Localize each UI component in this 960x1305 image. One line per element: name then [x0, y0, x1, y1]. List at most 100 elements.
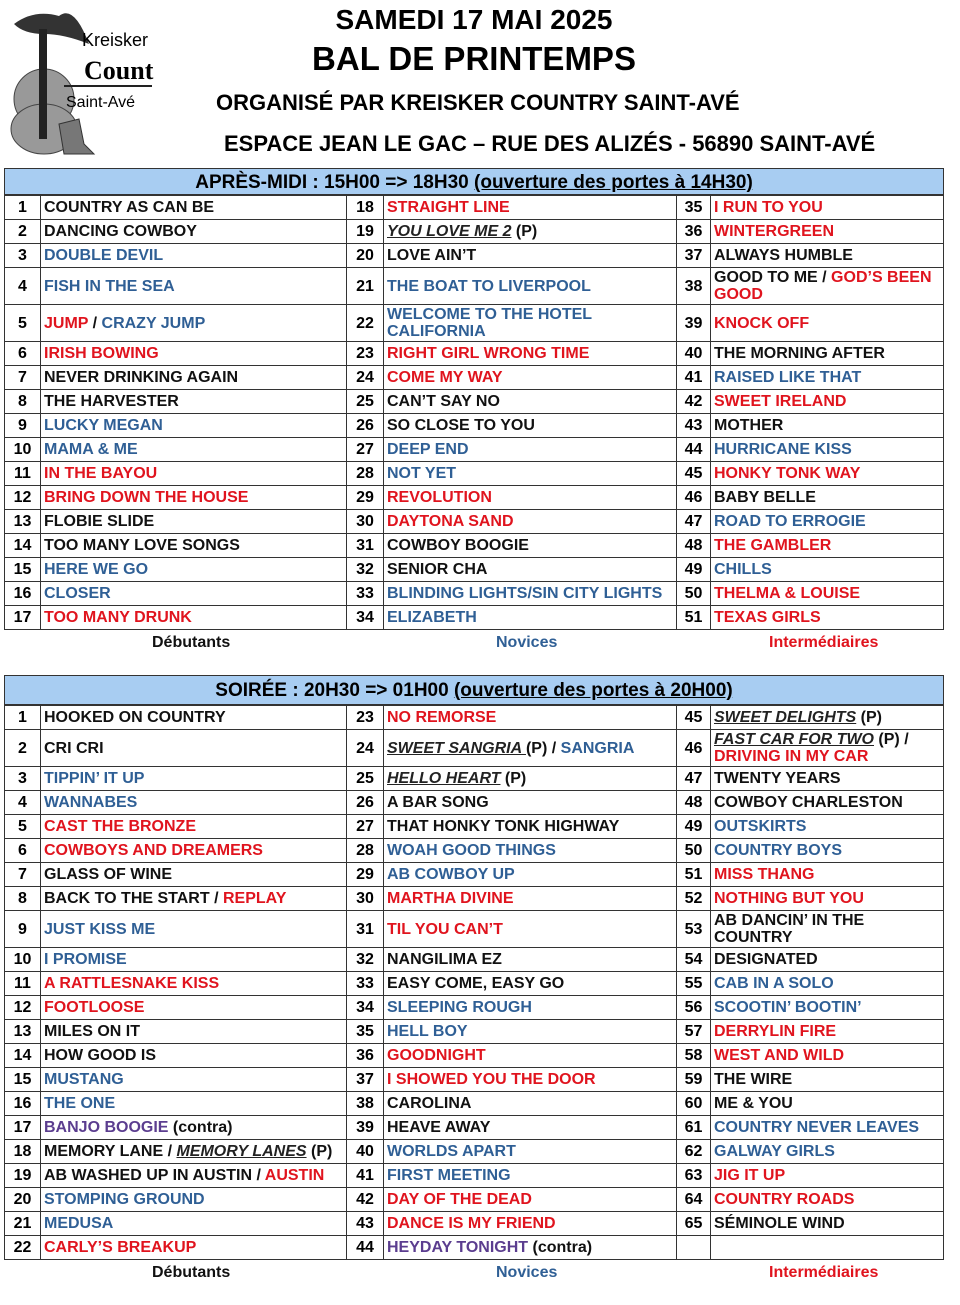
title-segment: THE MORNING AFTER: [714, 345, 885, 362]
title-segment: CHILLS: [714, 561, 772, 578]
dance-number: 24: [346, 365, 384, 390]
title-segment: COWBOY CHARLESTON: [714, 794, 903, 811]
title-segment: GOODNIGHT: [387, 1047, 486, 1064]
dance-title: TOO MANY DRUNK: [40, 605, 347, 630]
title-segment: (P): [306, 1143, 333, 1160]
table-row: 12 FOOTLOOSE 34 SLEEPING ROUGH 56 SCOOTIN’ BO…: [4, 995, 944, 1020]
dance-title: CAN’T SAY NO: [383, 389, 677, 414]
level-legend: Débutants Novices Intermédiaires: [4, 630, 944, 654]
dance-title: HELL BOY: [383, 1019, 677, 1044]
dance-number: 48: [676, 533, 711, 558]
dance-title: JUST KISS ME: [40, 910, 347, 948]
dance-number: 44: [346, 1235, 384, 1260]
title-segment: NO REMORSE: [387, 709, 497, 726]
dance-title: FIRST MEETING: [383, 1163, 677, 1188]
table-row: 9 JUST KISS ME 31 TIL YOU CAN’T 53 AB DANCIN’…: [4, 910, 944, 948]
title-segment: DAYTONA SAND: [387, 513, 514, 530]
title-segment: I RUN TO YOU: [714, 199, 823, 216]
dance-number: 33: [346, 971, 384, 996]
dance-title: NOT YET: [383, 461, 677, 486]
title-segment: HOW GOOD IS: [44, 1047, 156, 1064]
dance-title: DOUBLE DEVIL: [40, 243, 347, 268]
title-segment: TEXAS GIRLS: [714, 609, 821, 626]
dance-number: 27: [346, 814, 384, 839]
title-segment: AB DANCIN’ IN THE COUNTRY: [714, 912, 865, 946]
title-segment: THE ONE: [44, 1095, 116, 1112]
dance-number: 52: [676, 886, 711, 911]
dance-title: STOMPING GROUND: [40, 1187, 347, 1212]
dance-title: REVOLUTION: [383, 485, 677, 510]
table-row: 16 THE ONE 38 CAROLINA 60 ME & YOU: [4, 1091, 944, 1116]
title-segment: DAY OF THE DEAD: [387, 1191, 532, 1208]
title-segment: RIGHT GIRL WRONG TIME: [387, 345, 590, 362]
dance-title: AB DANCIN’ IN THE COUNTRY: [710, 910, 944, 948]
dance-number: 28: [346, 461, 384, 486]
afternoon-time: APRÈS-MIDI : 15H00 => 18H30: [195, 172, 475, 193]
title-segment: COUNTRY ROADS: [714, 1191, 855, 1208]
title-segment: COUNTRY BOYS: [714, 842, 843, 859]
title-segment: WELCOME TO THE HOTEL CALIFORNIA: [387, 306, 592, 340]
dance-number: 9: [4, 910, 41, 948]
title-segment: YOU LOVE ME 2: [387, 223, 512, 240]
table-row: 17 TOO MANY DRUNK 34 ELIZABETH 51 TEXAS GIRLS: [4, 605, 944, 630]
dance-title: CARLY’S BREAKUP: [40, 1235, 347, 1260]
table-row: 8 BACK TO THE START / REPLAY 30 MARTHA DIVI…: [4, 886, 944, 911]
dance-number: 22: [346, 304, 384, 342]
dance-number: 4: [4, 267, 41, 305]
title-segment: SENIOR CHA: [387, 561, 488, 578]
title-segment: (P) /: [873, 731, 909, 748]
title-segment: SLEEPING ROUGH: [387, 999, 532, 1016]
title-segment: THE GAMBLER: [714, 537, 832, 554]
dance-title: BANJO BOOGIE (contra): [40, 1115, 347, 1140]
dance-title: MEDUSA: [40, 1211, 347, 1236]
dance-number: 46: [676, 485, 711, 510]
dance-number: 36: [346, 1043, 384, 1068]
title-segment: TWENTY YEARS: [714, 770, 841, 787]
dance-title: THAT HONKY TONK HIGHWAY: [383, 814, 677, 839]
dance-title: MISS THANG: [710, 862, 944, 887]
dance-title: HOW GOOD IS: [40, 1043, 347, 1068]
dance-number: 56: [676, 995, 711, 1020]
dance-number: 43: [676, 413, 711, 438]
title-segment: FAST CAR FOR TWO: [714, 731, 874, 748]
dance-number: 47: [676, 766, 711, 791]
title-segment: (contra): [168, 1119, 233, 1136]
table-row: 14 TOO MANY LOVE SONGS 31 COWBOY BOOGIE 48 TH…: [4, 533, 944, 558]
title-segment: NANGILIMA EZ: [387, 951, 502, 968]
dance-number: 35: [346, 1019, 384, 1044]
dance-title: HERE WE GO: [40, 557, 347, 582]
logo-kreisker: Kreisker: [82, 30, 148, 50]
title-segment: JUMP: [44, 314, 89, 332]
dance-title: GOODNIGHT: [383, 1043, 677, 1068]
dance-number: 25: [346, 766, 384, 791]
title-segment: OUTSKIRTS: [714, 818, 807, 835]
title-segment: A BAR SONG: [387, 794, 489, 811]
dance-title: THE ONE: [40, 1091, 347, 1116]
dance-title: SWEET IRELAND: [710, 389, 944, 414]
dance-title: YOU LOVE ME 2 (P): [383, 219, 677, 244]
organizer: ORGANISÉ PAR KREISKER COUNTRY SAINT-AVÉ: [216, 90, 740, 115]
title-segment: GOD’S BEEN GOOD: [714, 269, 932, 303]
dance-number: 44: [676, 437, 711, 462]
dance-title: WANNABES: [40, 790, 347, 815]
table-row: 3 TIPPIN’ IT UP 25 HELLO HEART (P) 47 TWENTY …: [4, 766, 944, 791]
dance-number: 11: [4, 971, 41, 996]
title-segment: DRIVING IN MY CAR: [714, 748, 869, 765]
title-segment: REPLAY: [222, 890, 287, 907]
dance-title: NO REMORSE: [383, 705, 677, 730]
title-segment: CARLY’S BREAKUP: [44, 1239, 197, 1256]
title-segment: MARTHA DIVINE: [387, 890, 514, 907]
dance-number: 13: [4, 509, 41, 534]
dance-number: 21: [346, 267, 384, 305]
dance-number: 16: [4, 1091, 41, 1116]
table-row: 6 IRISH BOWING 23 RIGHT GIRL WRONG TIME 40 TH…: [4, 341, 944, 366]
title-segment: DANCE IS MY FRIEND: [387, 1215, 556, 1232]
dance-number: 8: [4, 886, 41, 911]
title-segment: SCOOTIN’ BOOTIN’: [714, 999, 862, 1016]
title-segment: HELLO HEART: [387, 770, 501, 787]
title-segment: AUSTIN: [264, 1167, 325, 1184]
title-segment: DOUBLE DEVIL: [44, 247, 164, 264]
dance-title: THE HARVESTER: [40, 389, 347, 414]
title-segment: BANJO BOOGIE: [44, 1119, 169, 1136]
dance-title: SWEET SANGRIA (P) / SANGRIA: [383, 729, 677, 767]
